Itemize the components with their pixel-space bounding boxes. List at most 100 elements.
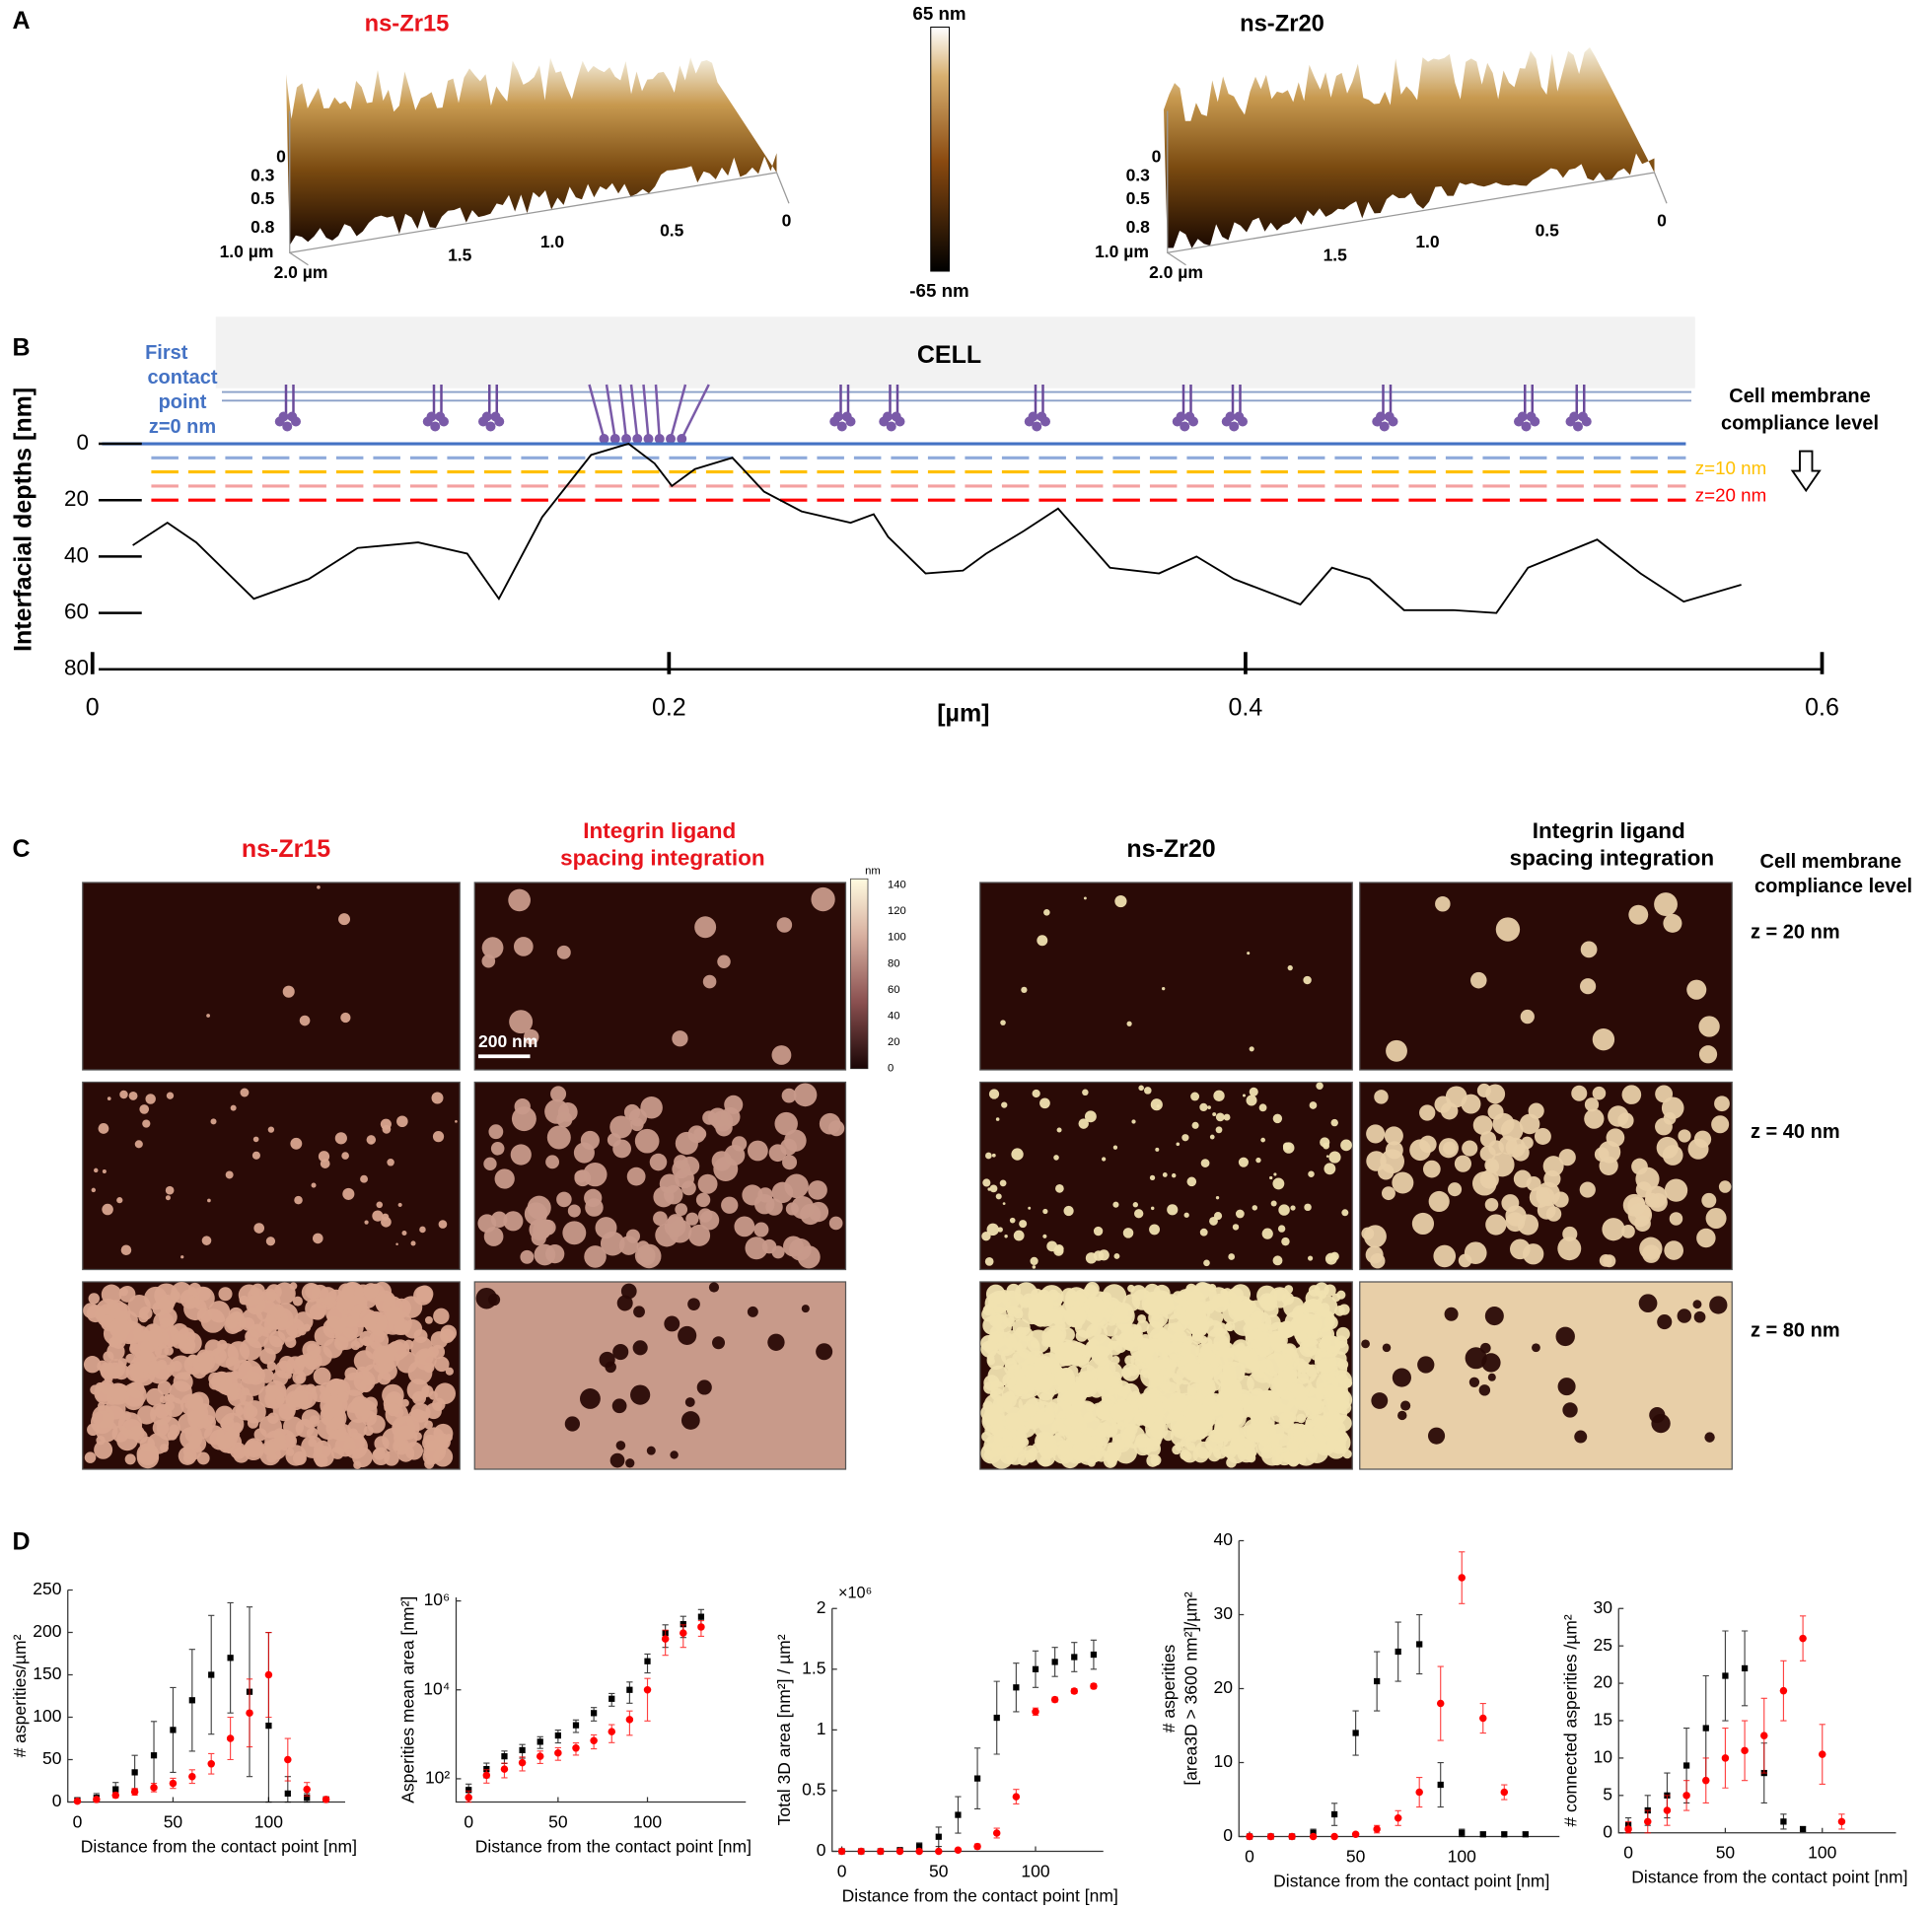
integrin-head [1526, 411, 1537, 422]
asperity [1169, 1392, 1188, 1412]
asperity [1328, 1151, 1341, 1164]
x-tick-label: 50 [1716, 1843, 1736, 1863]
marker [1779, 1686, 1788, 1695]
asperity [183, 1297, 207, 1321]
asperity [1562, 1226, 1578, 1242]
asperity [1027, 1383, 1036, 1392]
asperity [401, 1231, 407, 1236]
asperity [785, 1202, 799, 1216]
y-tick-label: 0 [76, 430, 89, 455]
asperity [238, 1360, 262, 1384]
asperity [1342, 1449, 1352, 1459]
asperity [584, 1245, 607, 1268]
asperity [364, 1220, 369, 1225]
asperity [545, 1155, 560, 1169]
asperity [556, 1111, 573, 1128]
asperity [413, 1328, 428, 1344]
asperity [102, 1169, 107, 1174]
asperity [275, 1394, 285, 1405]
asperity [545, 1243, 565, 1264]
asperity [122, 1388, 145, 1411]
asperity [1639, 1237, 1663, 1260]
asperity [433, 1447, 454, 1467]
asperity [1621, 1225, 1635, 1238]
axis-label: 0.5 [1536, 221, 1560, 241]
y-axis-label: # asperities [1159, 1645, 1179, 1733]
asperity [1145, 1437, 1161, 1452]
asperity [331, 1416, 344, 1430]
x-axis-label: Distance from the contact point [nm] [1631, 1868, 1907, 1887]
asperity [659, 1173, 680, 1194]
asperity [1113, 1323, 1134, 1344]
asperity [595, 1217, 617, 1239]
pore [1382, 1343, 1392, 1353]
colorbar [930, 27, 950, 272]
asperity [1232, 1224, 1240, 1231]
asperity [1137, 1340, 1155, 1358]
asperity [1215, 1112, 1225, 1122]
asperity [201, 1236, 212, 1245]
marker [131, 1769, 138, 1776]
annotation: compliance level [1721, 412, 1879, 434]
asperity [206, 1014, 210, 1018]
pore [633, 1306, 645, 1318]
marker [572, 1722, 580, 1729]
asperity [980, 1340, 998, 1358]
asperity [94, 1167, 99, 1173]
asperity [1209, 1134, 1215, 1140]
marker [1352, 1730, 1359, 1736]
marker [935, 1833, 942, 1840]
asperity [1197, 1382, 1205, 1391]
asperity [1249, 1087, 1258, 1096]
asperity [1013, 1230, 1025, 1241]
asperity [607, 1133, 621, 1147]
y-tick-label: 1.5 [802, 1658, 825, 1677]
asperity [341, 1152, 349, 1160]
asperity [1433, 1244, 1457, 1268]
asperity [395, 1242, 398, 1246]
asperity [353, 1370, 376, 1392]
asperity [399, 1296, 423, 1318]
marker [1663, 1806, 1672, 1814]
asperity [1258, 1293, 1276, 1310]
asperity [240, 1088, 250, 1097]
marker [895, 1847, 904, 1856]
asperity [94, 1440, 113, 1459]
integrin-head [1578, 411, 1588, 422]
integrin-head [891, 411, 901, 422]
pore [609, 1452, 625, 1468]
annotation: z=0 nm [149, 416, 216, 438]
x-axis-label: Distance from the contact point [nm] [842, 1885, 1118, 1905]
asperity [1191, 1317, 1209, 1335]
y-tick-label: 1 [817, 1719, 826, 1738]
asperity [1057, 1444, 1070, 1456]
asperity [366, 1135, 377, 1145]
asperity [235, 1401, 255, 1421]
marker [1330, 1810, 1338, 1818]
asperity [1313, 1415, 1327, 1430]
marker [554, 1732, 561, 1739]
integrin-head [841, 411, 852, 422]
asperity [305, 1298, 327, 1320]
asperity [797, 1245, 821, 1269]
asperity [312, 1233, 323, 1244]
asperity [1126, 1021, 1132, 1026]
asperity [1043, 1308, 1063, 1328]
asperity [1087, 1338, 1100, 1351]
pore [1417, 1356, 1435, 1374]
multiplier: ×10⁶ [838, 1585, 872, 1602]
asperity [1247, 1371, 1270, 1395]
asperity [247, 1417, 259, 1429]
asperity [1479, 1131, 1497, 1148]
asperity [125, 1363, 144, 1381]
asperity [91, 1187, 97, 1193]
asperity [1257, 1419, 1267, 1429]
asperity [139, 1307, 153, 1320]
asperity [88, 1293, 100, 1305]
pore [1693, 1310, 1706, 1323]
x-tick-label: 100 [633, 1811, 662, 1831]
asperity [268, 1330, 286, 1348]
marker [1702, 1725, 1709, 1732]
colorbar-label: 65 nm [912, 3, 966, 24]
asperity [208, 1378, 221, 1390]
